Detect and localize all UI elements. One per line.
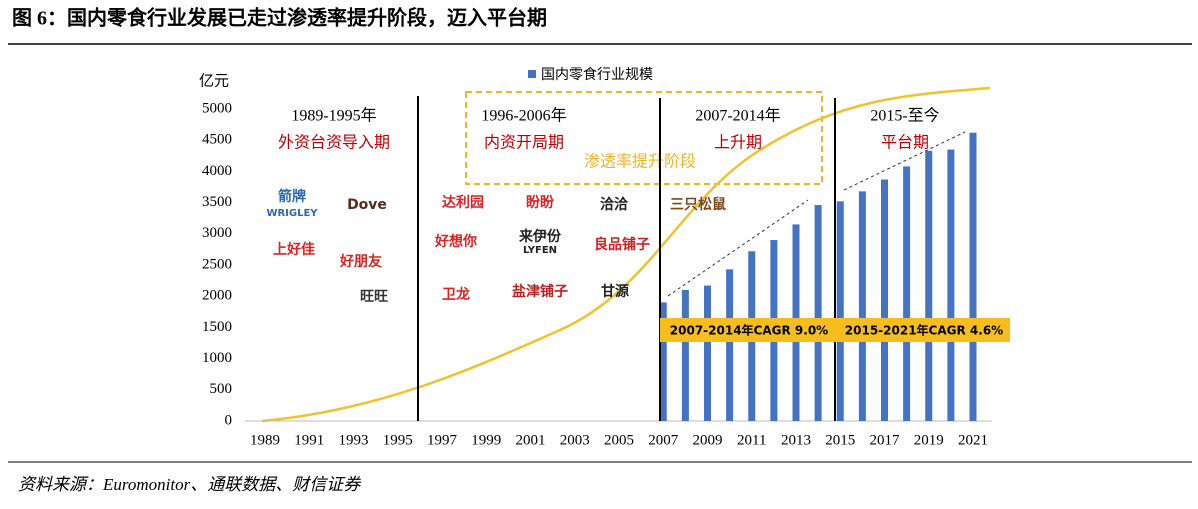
x-tick-label: 2007 [648,432,679,448]
bar [947,149,955,421]
cagr-label: 2007-2014年CAGR 9.0% [670,323,828,338]
period-years: 1989-1995年 [291,107,376,125]
stage-box [465,91,823,185]
brand-logo: Dove [347,197,387,213]
x-tick-label: 2019 [914,432,944,448]
bar [814,205,822,421]
trend-arrow [667,199,809,297]
brand-logo: 盐津铺子 [512,283,568,300]
source: 资料来源：Euromonitor、通联数据、财信证券 [18,475,362,494]
bar [681,289,689,421]
brand-logo: 旺旺 [360,289,388,305]
y-unit: 亿元 [199,72,229,89]
x-tick-label: 2005 [604,432,634,448]
y-tick-label: 3000 [202,225,232,241]
y-tick-label: 5000 [202,100,232,116]
x-tick-label: 2003 [560,432,590,448]
brand-logo: 好朋友 [339,253,382,270]
y-tick-label: 1000 [202,350,232,366]
brand-logo: 洽洽 [600,196,629,213]
bar [836,201,844,421]
x-tick-label: 2017 [870,432,901,448]
bar [925,150,933,422]
y-tick-label: 1500 [202,319,232,335]
brand-logo: 甘源 [601,283,629,300]
title: 图 6：国内零食行业发展已走过渗透率提升阶段，迈入平台期 [12,6,547,30]
brand-logo: 良品铺子 [594,236,650,253]
bar [726,269,734,421]
period-years: 1996-2006年 [481,107,566,125]
legend-swatch [528,70,536,78]
y-tick-label: 2500 [202,256,232,272]
y-tick-label: 3500 [202,194,232,210]
brand-logo: 上好佳 [273,241,315,258]
x-tick-label: 2009 [693,432,723,448]
period-years: 2007-2014年 [695,107,780,125]
bar [969,132,977,421]
period-years: 2015-至今 [870,107,939,125]
bar [881,179,888,421]
stage-label: 渗透率提升阶段 [584,152,696,171]
x-tick-label: 1997 [427,432,458,448]
x-tick-label: 2015 [825,432,855,448]
y-tick-label: 4500 [202,132,232,148]
period-name: 外资台资导入期 [278,133,390,152]
brand-logo: 盼盼 [526,195,554,211]
brand-logo: LYFEN [523,245,557,256]
x-tick-label: 1993 [339,432,369,448]
legend-label: 国内零食行业规模 [541,66,653,83]
brand-logo: 好想你 [434,233,477,250]
penetration-curve [261,86,991,423]
period-name: 平台期 [881,133,929,152]
period-name: 上升期 [714,133,762,152]
bar [858,191,866,421]
bar [903,166,911,421]
x-tick-label: 2011 [737,432,766,448]
y-tick-label: 0 [225,412,233,428]
brand-logo: 卫龙 [442,286,470,303]
cagr-box [838,318,1010,342]
x-tick-label: 1991 [294,432,324,448]
x-tick-label: 1999 [471,432,501,448]
x-tick-label: 1995 [383,432,413,448]
brand-logo: 达利园 [442,194,484,211]
brand-logo: 来伊份 [518,228,562,245]
bar [659,302,667,421]
trend-arrow [843,131,966,191]
cagr-label: 2015-2021年CAGR 4.6% [845,323,1003,338]
x-tick-label: 1989 [250,432,280,448]
brand-logo: 箭牌 [278,188,306,205]
y-tick-label: 4000 [202,163,232,179]
x-tick-label: 2013 [781,432,811,448]
x-tick-label: 2001 [516,432,546,448]
y-tick-label: 500 [210,381,233,397]
x-tick-label: 2021 [958,432,988,448]
brand-logo: WRIGLEY [266,208,318,219]
y-tick-label: 2000 [202,288,232,304]
cagr-box [660,318,838,342]
brand-logo: 三只松鼠 [670,196,726,213]
bar [704,285,711,421]
period-name: 内资开局期 [484,133,564,152]
